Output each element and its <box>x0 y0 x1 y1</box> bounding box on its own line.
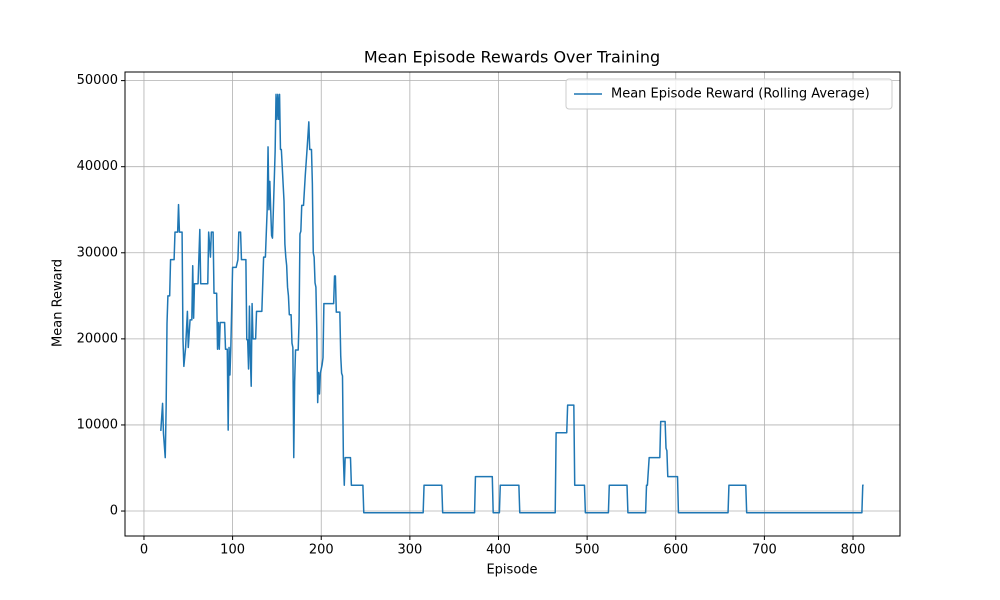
chart-title: Mean Episode Rewards Over Training <box>364 48 660 67</box>
x-tick-label: 400 <box>486 543 511 558</box>
legend-box <box>565 78 893 110</box>
x-tick-label: 600 <box>663 543 688 558</box>
y-tick-label: 50000 <box>77 73 118 88</box>
x-tick-label: 100 <box>220 543 245 558</box>
y-tick-label: 40000 <box>77 159 118 174</box>
y-tick-label: 30000 <box>77 245 118 260</box>
y-tick-label: 20000 <box>77 331 118 346</box>
legend: Mean Episode Reward (Rolling Average) <box>565 78 893 110</box>
x-tick-label: 300 <box>397 543 422 558</box>
x-tick-label: 700 <box>752 543 777 558</box>
x-tick-label: 500 <box>575 543 600 558</box>
x-axis-label: Episode <box>486 563 537 578</box>
x-tick-label: 0 <box>140 543 148 558</box>
x-tick-label: 800 <box>841 543 866 558</box>
y-tick-label: 0 <box>110 504 118 519</box>
x-tick-label: 200 <box>309 543 334 558</box>
y-axis-label: Mean Reward <box>51 259 66 347</box>
y-tick-label: 10000 <box>77 417 118 432</box>
series-line <box>160 93 864 514</box>
plot-frame <box>124 71 901 537</box>
legend-label: Mean Episode Reward (Rolling Average) <box>611 87 870 102</box>
